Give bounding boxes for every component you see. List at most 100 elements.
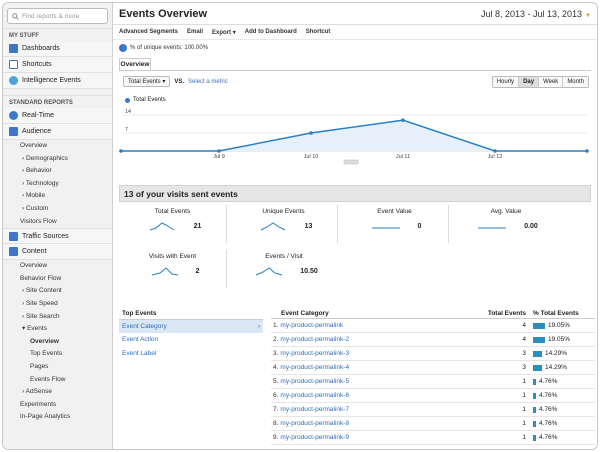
sidebar: Find reports & more MY STUFF Dashboards … xyxy=(3,3,113,449)
event-category-link[interactable]: my-product-permalink-9 xyxy=(280,434,350,441)
tile-value: 2 xyxy=(195,267,200,275)
row-pct: 4.76% xyxy=(539,377,558,385)
content-site-content[interactable]: › Site Content xyxy=(22,287,62,295)
top-events-label[interactable]: Event Label xyxy=(122,350,157,357)
search-box[interactable]: Find reports & more xyxy=(7,8,108,24)
events-overview[interactable]: Overview xyxy=(30,337,59,345)
search-input[interactable]: Find reports & more xyxy=(22,12,80,20)
vs-label: VS. xyxy=(174,78,185,85)
row-index: 2. xyxy=(273,336,279,343)
week-button[interactable]: Week xyxy=(539,77,564,87)
audience-custom[interactable]: › Custom xyxy=(22,204,49,212)
nav-intelligence-events[interactable]: Intelligence Events xyxy=(3,73,112,89)
nav-label: Audience xyxy=(22,128,52,135)
content-in-page-analytics[interactable]: In-Page Analytics xyxy=(20,413,71,421)
export-button[interactable]: Export ▾ xyxy=(212,29,236,36)
legend-label: Total Events xyxy=(133,97,166,103)
nav-realtime[interactable]: Real-Time xyxy=(3,108,112,124)
events-flow[interactable]: Events Flow xyxy=(30,375,66,383)
table-row: 1. my-product-permalink 4 19.05% xyxy=(271,319,595,333)
data-point xyxy=(119,149,123,153)
nav-label: Dashboards xyxy=(22,45,60,52)
main-panel: Events Overview Jul 8, 2013 - Jul 13, 20… xyxy=(113,3,597,449)
content-site-speed[interactable]: › Site Speed xyxy=(22,299,58,307)
content-events[interactable]: ▾ Events xyxy=(22,325,47,333)
row-total-events: 3 xyxy=(522,350,526,357)
audience-mobile[interactable]: › Mobile xyxy=(22,192,46,200)
tile-value: 0 xyxy=(417,222,422,230)
area-fill xyxy=(121,120,587,151)
audience-technology[interactable]: › Technology xyxy=(22,179,59,187)
summary-tile: Avg. Value 0.00 xyxy=(452,205,560,243)
nav-traffic-sources[interactable]: Traffic Sources xyxy=(3,228,112,245)
nav-dashboards[interactable]: Dashboards xyxy=(3,41,112,57)
advanced-segments-button[interactable]: Advanced Segments xyxy=(119,29,179,35)
content-site-search[interactable]: › Site Search xyxy=(22,312,60,320)
content-experiments[interactable]: Experiments xyxy=(20,400,57,408)
audience-demographics[interactable]: › Demographics xyxy=(22,154,68,162)
sparkline-icon xyxy=(260,222,285,231)
event-category-link[interactable]: my-product-permalink-7 xyxy=(280,406,350,413)
col-pct-total-events[interactable]: % Total Events xyxy=(533,310,579,317)
summary-tile: Event Value 0 xyxy=(341,205,449,243)
top-events-category[interactable]: Event Category xyxy=(119,319,263,334)
standard-reports-heading: STANDARD REPORTS xyxy=(3,95,112,108)
events-pages[interactable]: Pages xyxy=(30,362,49,370)
x-tick-label: Jul 12 xyxy=(488,154,503,160)
nav-label: Content xyxy=(22,248,47,256)
row-index: 5. xyxy=(273,378,279,385)
my-stuff-heading: MY STUFF xyxy=(3,28,112,41)
top-events-action[interactable]: Event Action xyxy=(122,336,159,343)
pct-bar xyxy=(533,322,545,329)
tab-overview[interactable]: Overview xyxy=(119,58,151,70)
event-category-link[interactable]: my-product-permalink xyxy=(280,322,344,329)
col-event-category[interactable]: Event Category xyxy=(281,310,329,317)
nav-label: Traffic Sources xyxy=(22,232,69,240)
events-top-events[interactable]: Top Events xyxy=(30,350,63,358)
col-total-events[interactable]: Total Events xyxy=(487,310,526,317)
sparkline-icon xyxy=(151,267,178,276)
event-category-link[interactable]: my-product-permalink-3 xyxy=(280,350,350,357)
nav-label: Shortcuts xyxy=(22,61,52,68)
date-range-picker[interactable]: Jul 8, 2013 - Jul 13, 2013 ▼ xyxy=(481,9,591,19)
month-button[interactable]: Month xyxy=(563,77,588,87)
table-row: 2. my-product-permalink-2 4 19.05% xyxy=(271,333,595,347)
search-icon xyxy=(12,12,19,20)
pct-bar xyxy=(533,364,542,371)
event-category-link[interactable]: my-product-permalink-4 xyxy=(280,364,350,371)
row-total-events: 1 xyxy=(522,406,526,413)
pct-bar xyxy=(533,406,536,413)
chart-legend: Total Events xyxy=(125,97,166,103)
metric-dropdown[interactable]: Total Events ▾ xyxy=(123,76,171,87)
add-to-dashboard-button[interactable]: Add to Dashboard xyxy=(244,29,297,35)
segment-indicator: % of unique events: 100.00% xyxy=(113,40,597,56)
audience-visitors-flow[interactable]: Visitors Flow xyxy=(20,217,57,225)
content-adsense[interactable]: › AdSense xyxy=(22,388,52,396)
content-behavior-flow[interactable]: Behavior Flow xyxy=(20,274,62,282)
email-button[interactable]: Email xyxy=(187,29,204,35)
events-table: Event Category Total Events % Total Even… xyxy=(271,309,595,445)
shortcut-button[interactable]: Shortcut xyxy=(305,29,331,35)
top-events-heading: Top Events xyxy=(122,310,157,317)
event-category-link[interactable]: my-product-permalink-5 xyxy=(280,378,350,385)
tile-label: Unique Events xyxy=(262,208,305,215)
y-tick-label: 7 xyxy=(125,127,128,133)
event-category-link[interactable]: my-product-permalink-8 xyxy=(280,420,350,427)
toolbar: Advanced Segments Email Export ▾ Add to … xyxy=(113,25,597,40)
nav-shortcuts[interactable]: Shortcuts xyxy=(3,57,112,73)
chart-area: Total Events ▾ VS. Select a metric Hourl… xyxy=(119,70,591,185)
event-category-link[interactable]: my-product-permalink-2 xyxy=(280,336,350,343)
select-metric-link[interactable]: Select a metric xyxy=(188,78,228,85)
row-total-events: 1 xyxy=(522,378,526,385)
nav-content[interactable]: Content xyxy=(3,244,112,261)
nav-audience[interactable]: Audience xyxy=(3,124,112,140)
tile-value: 21 xyxy=(193,222,202,230)
content-overview[interactable]: Overview xyxy=(20,262,48,270)
table-row: 3. my-product-permalink-3 3 14.29% xyxy=(271,347,595,361)
audience-behavior[interactable]: › Behavior xyxy=(22,167,52,175)
pct-bar xyxy=(533,378,536,385)
audience-overview[interactable]: Overview xyxy=(20,142,48,149)
event-category-link[interactable]: my-product-permalink-6 xyxy=(280,392,350,399)
day-button[interactable]: Day xyxy=(519,77,540,87)
hourly-button[interactable]: Hourly xyxy=(492,77,520,87)
